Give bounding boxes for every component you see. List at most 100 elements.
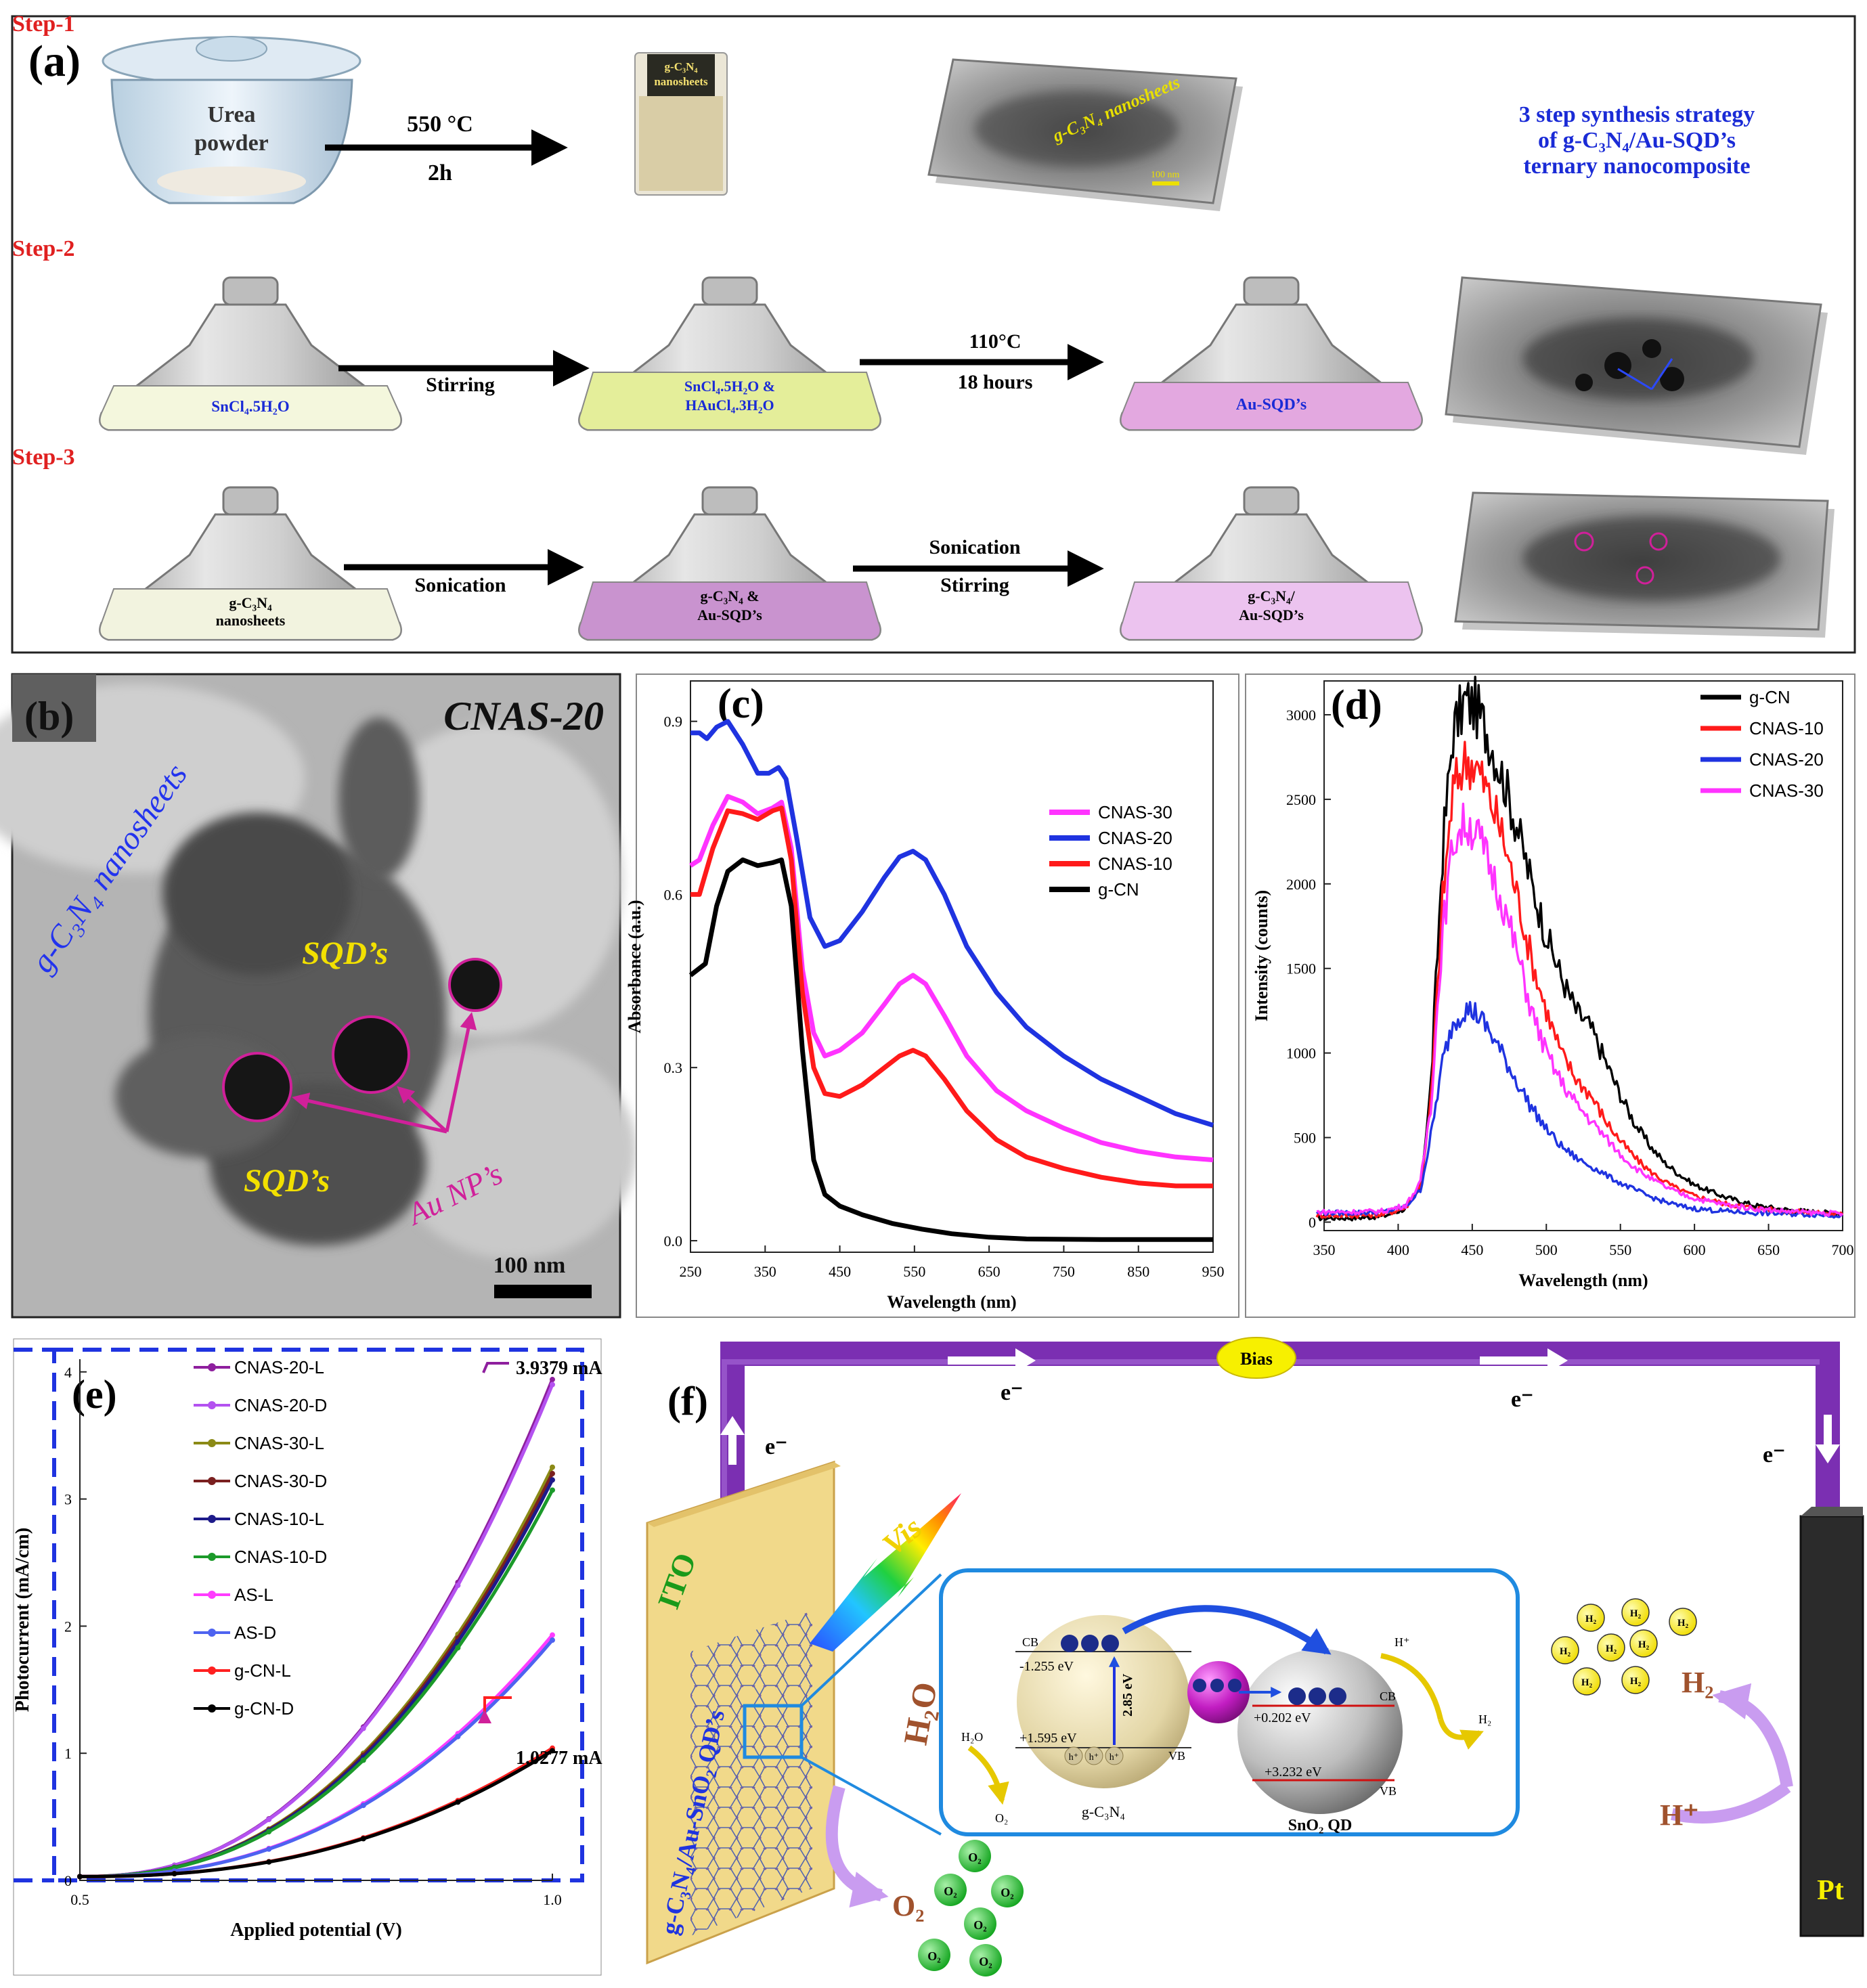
c-xtick-label: 250: [680, 1263, 702, 1280]
svg-text:H₂: H₂: [1585, 1614, 1597, 1625]
e-ytick-label: 1: [64, 1745, 72, 1762]
tem-gcn-scale: 100 nm: [1151, 170, 1180, 180]
annot-top-text: 3.9379 mA: [516, 1358, 602, 1379]
au-arrow-1: [445, 1012, 477, 1132]
au-np-circle-2: [332, 1015, 410, 1094]
legend-label-g-cn: g-CN: [1749, 687, 1791, 707]
panel-c: (c) 250 350 450 550 650 750 850 950 0.0 0.3 0.6 0.9…: [625, 673, 1239, 1318]
au-np-circle-3: [222, 1052, 292, 1122]
d-ytick-label: 1500: [1286, 960, 1316, 977]
legend-label-cnas-20: CNAS-20: [1749, 749, 1824, 770]
svg-text:H₂: H₂: [1638, 1639, 1650, 1650]
e-ytick-label: 3: [64, 1491, 72, 1508]
panel-b-sqd-bottom: SQD’s: [244, 1163, 330, 1199]
c-xtick-label: 950: [1202, 1263, 1225, 1280]
svg-text:H₂: H₂: [1677, 1618, 1689, 1629]
water-oxidation-arrow: [967, 1745, 1009, 1805]
legend-marker-g-cn-l: [208, 1666, 216, 1675]
oxygen-arrow: [825, 1785, 889, 1908]
legend-label-cnas-20-d: CNAS-20-D: [234, 1395, 327, 1415]
series-line-cnas-10-d: [79, 1489, 554, 1878]
flask-gcn-au-label-2: Au-SQD’s: [697, 606, 762, 623]
legend-label-cnas-10: CNAS-10: [1098, 854, 1172, 874]
inset-h2o-label: H₂O: [961, 1730, 983, 1744]
proton-reduction-arrow: [1380, 1653, 1443, 1720]
d-ytick-label: 2500: [1286, 791, 1316, 808]
legend-marker-cnas-10-d: [208, 1553, 216, 1561]
flask-au-sqd-label: Au-SQD’s: [1236, 396, 1306, 414]
au-particle: [1187, 1661, 1250, 1723]
svg-text:h⁺: h⁺: [1089, 1752, 1099, 1763]
legend-label-cnas-10-d: CNAS-10-D: [234, 1547, 327, 1567]
svg-text:H₂: H₂: [1581, 1677, 1593, 1688]
legend-marker-cnas-30-l: [208, 1439, 216, 1447]
e-xlabel: Applied potential (V): [230, 1920, 402, 1941]
arrow-calcination-bottom: 2h: [428, 160, 452, 185]
gcn-vb-energy: +1.595 eV: [1019, 1731, 1077, 1746]
series-marker-cnas-30-d: [550, 1471, 555, 1477]
series-marker-cnas-30-l: [550, 1464, 555, 1470]
d-xlabel: Wavelength (nm): [1518, 1271, 1648, 1290]
legend-label-g-cn-d: g-CN-D: [234, 1698, 294, 1719]
d-ylabel: Intensity (counts): [1252, 890, 1271, 1021]
arrow-sonication-label: Sonication: [414, 574, 506, 596]
light-bolt-icon: [810, 1493, 961, 1652]
c-xtick-label: 750: [1053, 1263, 1075, 1280]
sno2-particle: [1237, 1649, 1403, 1814]
electron-arrow-down: [1816, 1415, 1840, 1463]
arrow-hydrothermal-bottom: 18 hours: [958, 371, 1033, 393]
series-marker-cnas-10-d: [455, 1645, 461, 1651]
d-xtick-label: 450: [1461, 1241, 1483, 1258]
annot-top-bracket: [482, 1362, 509, 1373]
vial-photo: g-C₃N₄ nanosheets: [634, 52, 728, 196]
crucible-label-1: Urea: [207, 102, 255, 127]
vial-label-1: g-C₃N₄: [665, 60, 698, 73]
panel-b-scale-bar: [494, 1285, 592, 1298]
tem-image-au-sqd: [1445, 276, 1828, 455]
legend-label-cnas-20-l: CNAS-20-L: [234, 1357, 324, 1377]
svg-text:H₂: H₂: [1630, 1676, 1642, 1687]
panel-d-label: (d): [1331, 682, 1382, 728]
series-marker-cnas-20-d: [266, 1816, 272, 1822]
panel-b-sqd-top: SQD’s: [302, 935, 388, 971]
panel-c-label: (c): [718, 681, 764, 727]
sno2-particle-label: SnO₂ QD: [1288, 1817, 1353, 1834]
c-ytick-label: 0.6: [664, 886, 683, 903]
c-plot-frame: [690, 680, 1214, 1253]
panel-a: (a) Step-1 Step-2 Step-3 Urea powder 550…: [11, 12, 1856, 654]
electron-dots-au: [1193, 1679, 1242, 1692]
c-ytick-label: 0.3: [664, 1059, 683, 1076]
series-marker-as-d: [550, 1637, 555, 1643]
inset-o2-label: O₂: [995, 1811, 1008, 1825]
d-xtick-label: 550: [1609, 1241, 1631, 1258]
zoom-square: [743, 1704, 804, 1759]
synthesis-title-2: of g-C₃N₄/Au-SQD’s: [1538, 128, 1736, 153]
series-marker-as-d: [455, 1733, 461, 1740]
legend-label-cnas-30-l: CNAS-30-L: [234, 1433, 324, 1453]
svg-text:h⁺: h⁺: [1069, 1752, 1078, 1763]
chart-d: 350 400 450 500 550 600 650 700 0 500 1000 1500 2000…: [1252, 676, 1854, 1290]
series-marker-cnas-20-d: [360, 1725, 366, 1731]
hydrogen-bubbles: H₂ H₂ H₂ H₂ H₂ H₂ H₂ H₂: [1551, 1598, 1697, 1696]
crucible-label-2: powder: [194, 131, 269, 156]
synthesis-title-1: 3 step synthesis strategy: [1519, 102, 1755, 127]
series-line-cnas-10: [690, 805, 1213, 1189]
oxygen-label: O₂: [892, 1889, 924, 1922]
electron-arrow-2: [1480, 1348, 1568, 1373]
step1-label: Step-1: [12, 12, 75, 37]
legend-label-g-cn: g-CN: [1098, 879, 1139, 900]
series-line-cnas-20: [690, 719, 1214, 1128]
legend-label-cnas-30: CNAS-30: [1749, 780, 1824, 801]
c-xtick-label: 350: [754, 1263, 776, 1280]
panel-a-label: (a): [28, 37, 81, 86]
series-marker-g-cn-d: [550, 1748, 555, 1754]
svg-text:O₂: O₂: [927, 1949, 940, 1963]
series-line-g-cn: [1316, 676, 1844, 1222]
au-np-circle-1: [448, 958, 502, 1012]
gcn-vb-label: VB: [1168, 1749, 1185, 1763]
series-marker-as-d: [266, 1846, 272, 1852]
oxygen-bubbles: O₂ O₂ O₂ O₂ O₂ O₂: [918, 1840, 1024, 1976]
d-ytick-label: 2000: [1286, 876, 1316, 893]
step3-label: Step-3: [12, 445, 75, 470]
series-marker-cnas-10-d: [266, 1829, 272, 1835]
